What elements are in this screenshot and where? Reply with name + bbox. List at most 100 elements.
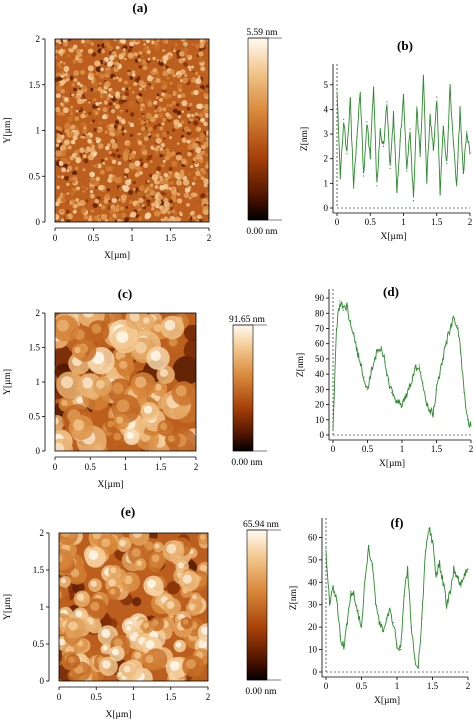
afm-grain <box>62 157 69 164</box>
afm-grain <box>70 139 76 145</box>
profile-data-point <box>412 200 415 202</box>
afm-grain <box>192 157 197 162</box>
afm-grain <box>92 81 99 88</box>
afm-grain <box>162 70 169 77</box>
afm-grain <box>119 39 126 44</box>
y-tick-label: 10 <box>315 415 325 425</box>
afm-grain <box>104 218 109 222</box>
colorbar-min-label: 0.00 nm <box>246 227 278 237</box>
afm-grain <box>162 39 168 44</box>
afm-grain <box>60 197 66 203</box>
afm-pit <box>163 192 167 196</box>
afm-grain-highlight <box>126 625 132 631</box>
afm-grain <box>148 75 151 78</box>
afm-grain <box>142 47 148 53</box>
afm-grain <box>92 109 97 113</box>
afm-grain-highlight <box>74 346 81 354</box>
afm-grain <box>179 213 183 217</box>
afm-grain <box>82 127 88 133</box>
afm-grain <box>195 78 202 85</box>
afm-grain <box>68 108 73 113</box>
afm-grain <box>114 104 120 110</box>
profile-data-point <box>389 167 391 170</box>
afm-grain <box>161 48 166 53</box>
afm-grain-highlight <box>113 638 123 648</box>
afm-grain <box>184 74 187 77</box>
afm-grain <box>77 107 81 111</box>
profile-data-point <box>470 425 472 427</box>
profile-0: 0 0.5 1 1.5 2 0 1 2 3 4 5 X[µm] Z[nm] (b) <box>300 38 472 242</box>
afm-grain <box>176 142 180 145</box>
profile-data-point <box>382 631 384 633</box>
profile-data-point <box>425 400 427 403</box>
x-tick-label: 1.5 <box>165 692 177 702</box>
afm-grain-highlight <box>143 317 150 324</box>
afm-grain <box>66 192 69 195</box>
afm-grain <box>120 194 127 201</box>
afm-grain <box>89 121 93 125</box>
afm-grain <box>168 187 172 190</box>
afm-grain <box>157 194 164 200</box>
afm-grain-highlight <box>175 385 187 397</box>
afm-grain <box>152 133 157 138</box>
profile-data-point <box>446 604 448 606</box>
afm-grain <box>169 203 174 208</box>
afm-grain <box>199 43 205 49</box>
afm-pit <box>92 202 98 208</box>
profile-data-point <box>406 170 408 172</box>
profile-data-point <box>377 349 379 351</box>
afm-grain <box>102 60 107 64</box>
afm-grain <box>89 171 96 178</box>
afm-grain <box>68 43 74 49</box>
afm-grain <box>60 209 64 213</box>
profile-data-point <box>343 644 345 646</box>
afm-pit <box>125 87 129 91</box>
afm-grain <box>137 140 143 145</box>
afm-pit <box>138 65 142 69</box>
y-tick-label: 30 <box>315 384 325 394</box>
afm-grain <box>60 192 63 196</box>
afm-grain <box>121 95 127 101</box>
afm-grain <box>180 158 187 165</box>
afm-grain-highlight <box>76 593 85 601</box>
afm-grain-highlight <box>75 610 83 618</box>
afm-grain <box>145 53 148 57</box>
afm-grain <box>171 90 177 96</box>
afm-grain <box>156 170 159 174</box>
afm-grain <box>99 169 105 175</box>
afm-grain <box>122 48 126 52</box>
afm-grain <box>95 72 99 76</box>
afm-grain-highlight <box>119 360 128 370</box>
afm-grain <box>101 205 106 210</box>
profile-data-point <box>325 548 327 550</box>
profile-data-point <box>416 106 418 108</box>
x-tick-label: 1 <box>123 462 128 472</box>
y-tick-label: 50 <box>315 354 325 364</box>
y-tick-label: 40 <box>315 369 325 379</box>
afm-grain <box>124 148 131 155</box>
y-tick-label: 1.5 <box>29 343 41 353</box>
afm-grain <box>89 189 94 194</box>
profile-data-point <box>453 315 455 317</box>
afm-grain <box>105 145 110 151</box>
afm-grain <box>162 197 169 203</box>
afm-grain <box>83 214 89 220</box>
afm-grain <box>68 200 73 205</box>
afm-pit <box>121 132 125 136</box>
afm-grain <box>74 116 79 121</box>
afm-grain <box>72 44 78 50</box>
afm-pit <box>132 597 142 607</box>
profile-data-point <box>366 121 368 123</box>
afm-grain <box>82 168 86 172</box>
afm-grain <box>62 193 66 197</box>
afm-grain <box>64 128 70 134</box>
profile-data-point <box>449 327 451 330</box>
afm-pit <box>130 112 135 117</box>
afm-grain <box>138 79 145 87</box>
afm-grain <box>178 115 181 119</box>
afm-grain <box>91 163 95 168</box>
afm-pit <box>83 158 89 164</box>
afm-pit <box>106 188 111 192</box>
afm-grain <box>161 209 167 215</box>
afm-grain <box>199 173 203 178</box>
